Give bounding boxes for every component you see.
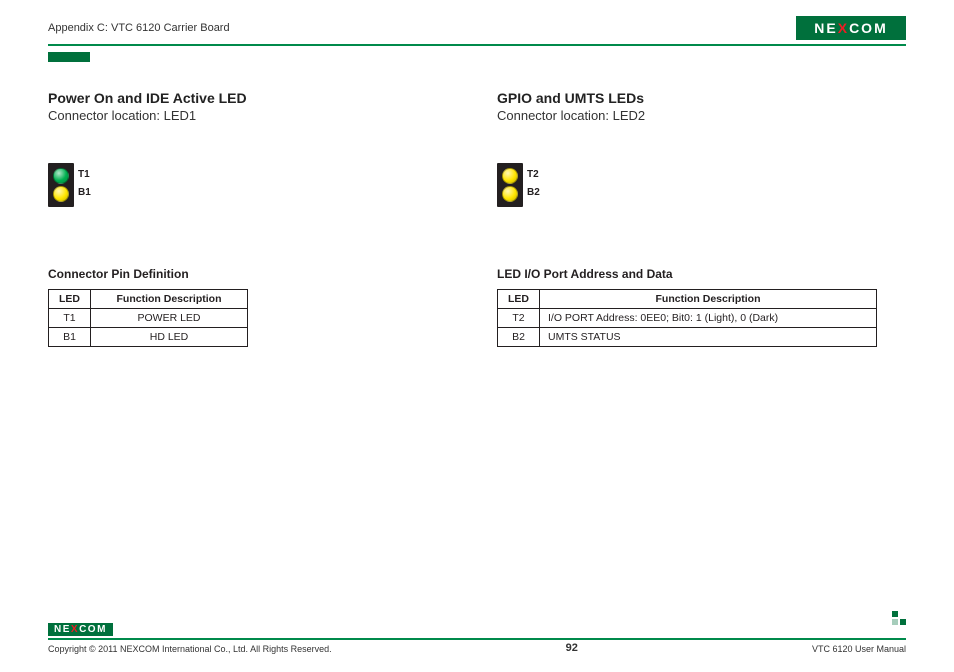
led2-top-label: T2 (527, 163, 540, 181)
left-table: LED Function Description T1 POWER LED B1… (48, 289, 248, 347)
brand-logo: NEXCOM (796, 16, 906, 40)
page-number: 92 (566, 642, 578, 654)
right-table-title: LED I/O Port Address and Data (497, 267, 906, 281)
right-th-desc: Function Description (540, 290, 877, 309)
table-header-row: LED Function Description (498, 290, 877, 309)
led1-top-icon (53, 168, 69, 184)
manual-name: VTC 6120 User Manual (812, 644, 906, 654)
left-r1-c1: HD LED (91, 328, 248, 347)
section-tab (48, 52, 90, 62)
right-th-led: LED (498, 290, 540, 309)
table-row: T2 I/O PORT Address: 0EE0; Bit0: 1 (Ligh… (498, 309, 877, 328)
footer-logo-right: COM (79, 624, 107, 635)
right-section-title: GPIO and UMTS LEDs (497, 90, 906, 106)
led2-labels: T2 B2 (527, 163, 540, 199)
led1-bot-label: B1 (78, 181, 91, 199)
right-table: LED Function Description T2 I/O PORT Add… (497, 289, 877, 347)
left-r0-c0: T1 (49, 309, 91, 328)
right-r0-c1: I/O PORT Address: 0EE0; Bit0: 1 (Light),… (540, 309, 877, 328)
content-area: Power On and IDE Active LED Connector lo… (48, 90, 906, 347)
breadcrumb: Appendix C: VTC 6120 Carrier Board (48, 18, 906, 34)
left-section-title: Power On and IDE Active LED (48, 90, 457, 106)
footer-logo-wrap: NEXCOM (48, 621, 906, 638)
footer-rule (48, 638, 906, 640)
right-column: GPIO and UMTS LEDs Connector location: L… (497, 90, 906, 347)
led2-bot-label: B2 (527, 181, 540, 199)
left-table-title: Connector Pin Definition (48, 267, 457, 281)
logo-text-right: COM (849, 20, 888, 36)
right-r1-c1: UMTS STATUS (540, 328, 877, 347)
led1-diagram: T1 B1 (48, 163, 457, 207)
led1-block (48, 163, 74, 207)
footer-logo-x: X (71, 624, 79, 635)
footer-row: Copyright © 2011 NEXCOM International Co… (48, 642, 906, 654)
right-section-subtitle: Connector location: LED2 (497, 108, 906, 123)
footer-decor-icon (892, 611, 906, 625)
left-r1-c0: B1 (49, 328, 91, 347)
table-row: B2 UMTS STATUS (498, 328, 877, 347)
page-footer: NEXCOM Copyright © 2011 NEXCOM Internati… (48, 621, 906, 654)
led2-diagram: T2 B2 (497, 163, 906, 207)
table-row: T1 POWER LED (49, 309, 248, 328)
led2-top-icon (502, 168, 518, 184)
table-header-row: LED Function Description (49, 290, 248, 309)
led1-top-label: T1 (78, 163, 91, 181)
logo-text-x: X (838, 20, 849, 36)
footer-logo-left: NE (54, 624, 71, 635)
copyright-text: Copyright © 2011 NEXCOM International Co… (48, 644, 332, 654)
table-row: B1 HD LED (49, 328, 248, 347)
led1-bot-icon (53, 186, 69, 202)
led1-labels: T1 B1 (78, 163, 91, 199)
right-r0-c0: T2 (498, 309, 540, 328)
left-section-subtitle: Connector location: LED1 (48, 108, 457, 123)
led2-block (497, 163, 523, 207)
page-header: Appendix C: VTC 6120 Carrier Board NEXCO… (48, 18, 906, 46)
right-r1-c0: B2 (498, 328, 540, 347)
left-column: Power On and IDE Active LED Connector lo… (48, 90, 457, 347)
left-th-led: LED (49, 290, 91, 309)
led2-bot-icon (502, 186, 518, 202)
logo-text-left: NE (814, 20, 837, 36)
left-r0-c1: POWER LED (91, 309, 248, 328)
footer-brand-logo: NEXCOM (48, 623, 113, 636)
left-th-desc: Function Description (91, 290, 248, 309)
